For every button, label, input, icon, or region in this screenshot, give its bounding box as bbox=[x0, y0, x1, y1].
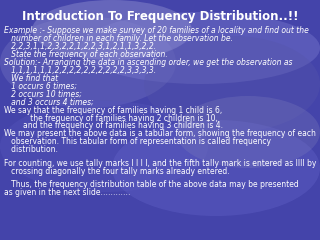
Ellipse shape bbox=[144, 36, 320, 132]
Text: the frequency of families having 2 children is 10,: the frequency of families having 2 child… bbox=[4, 114, 218, 122]
Text: 2,2,3,1,1,2,3,2,2,1,2,2,3,1,2,1,1,3,2,2.: 2,2,3,1,1,2,3,2,2,1,2,2,3,1,2,1,1,3,2,2. bbox=[4, 42, 156, 51]
Text: Introduction To Frequency Distribution..!!: Introduction To Frequency Distribution..… bbox=[22, 10, 298, 23]
Text: For counting, we use tally marks l l l l, and the fifth tally mark is entered as: For counting, we use tally marks l l l l… bbox=[4, 159, 316, 168]
Text: We find that: We find that bbox=[4, 74, 58, 83]
Text: as given in the next slide…………: as given in the next slide………… bbox=[4, 188, 130, 197]
Text: and 3 occurs 4 times;: and 3 occurs 4 times; bbox=[4, 98, 93, 107]
Ellipse shape bbox=[112, 120, 320, 216]
Text: We say that the frequency of families having 1 child is 6,: We say that the frequency of families ha… bbox=[4, 106, 222, 115]
Text: We may present the above data is a tabular form, showing the frequency of each: We may present the above data is a tabul… bbox=[4, 129, 316, 138]
Ellipse shape bbox=[0, 17, 176, 108]
Text: Thus, the frequency distribution table of the above data may be presented: Thus, the frequency distribution table o… bbox=[4, 180, 299, 190]
Text: 2 occurs 10 times;: 2 occurs 10 times; bbox=[4, 90, 82, 99]
Text: observation. This tabular form of representation is called frequency: observation. This tabular form of repres… bbox=[4, 137, 271, 146]
Ellipse shape bbox=[80, 12, 320, 84]
Text: Solution:- Arranging the data in ascending order, we get the observation as: Solution:- Arranging the data in ascendi… bbox=[4, 58, 292, 67]
Ellipse shape bbox=[0, 101, 208, 192]
Text: Example :- Suppose we make survey of 20 families of a locality and find out the: Example :- Suppose we make survey of 20 … bbox=[4, 26, 309, 36]
Ellipse shape bbox=[176, 96, 320, 168]
Text: distribution.: distribution. bbox=[4, 145, 58, 154]
Text: 1 occurs 6 times;: 1 occurs 6 times; bbox=[4, 82, 77, 91]
Text: crossing diagonally the four tally marks already entered.: crossing diagonally the four tally marks… bbox=[4, 167, 229, 176]
Text: and the frequency of families having 3 children is 4.: and the frequency of families having 3 c… bbox=[4, 121, 223, 131]
Text: number of children in each family. Let the observation be.: number of children in each family. Let t… bbox=[4, 34, 233, 43]
Ellipse shape bbox=[32, 0, 192, 60]
Text: State the frequency of each observation.: State the frequency of each observation. bbox=[4, 50, 168, 59]
Text: 1,1,1,1,1,1,2,2,2,2,2,2,2,2,2,2,3,3,3,3.: 1,1,1,1,1,1,2,2,2,2,2,2,2,2,2,2,3,3,3,3. bbox=[4, 66, 156, 75]
